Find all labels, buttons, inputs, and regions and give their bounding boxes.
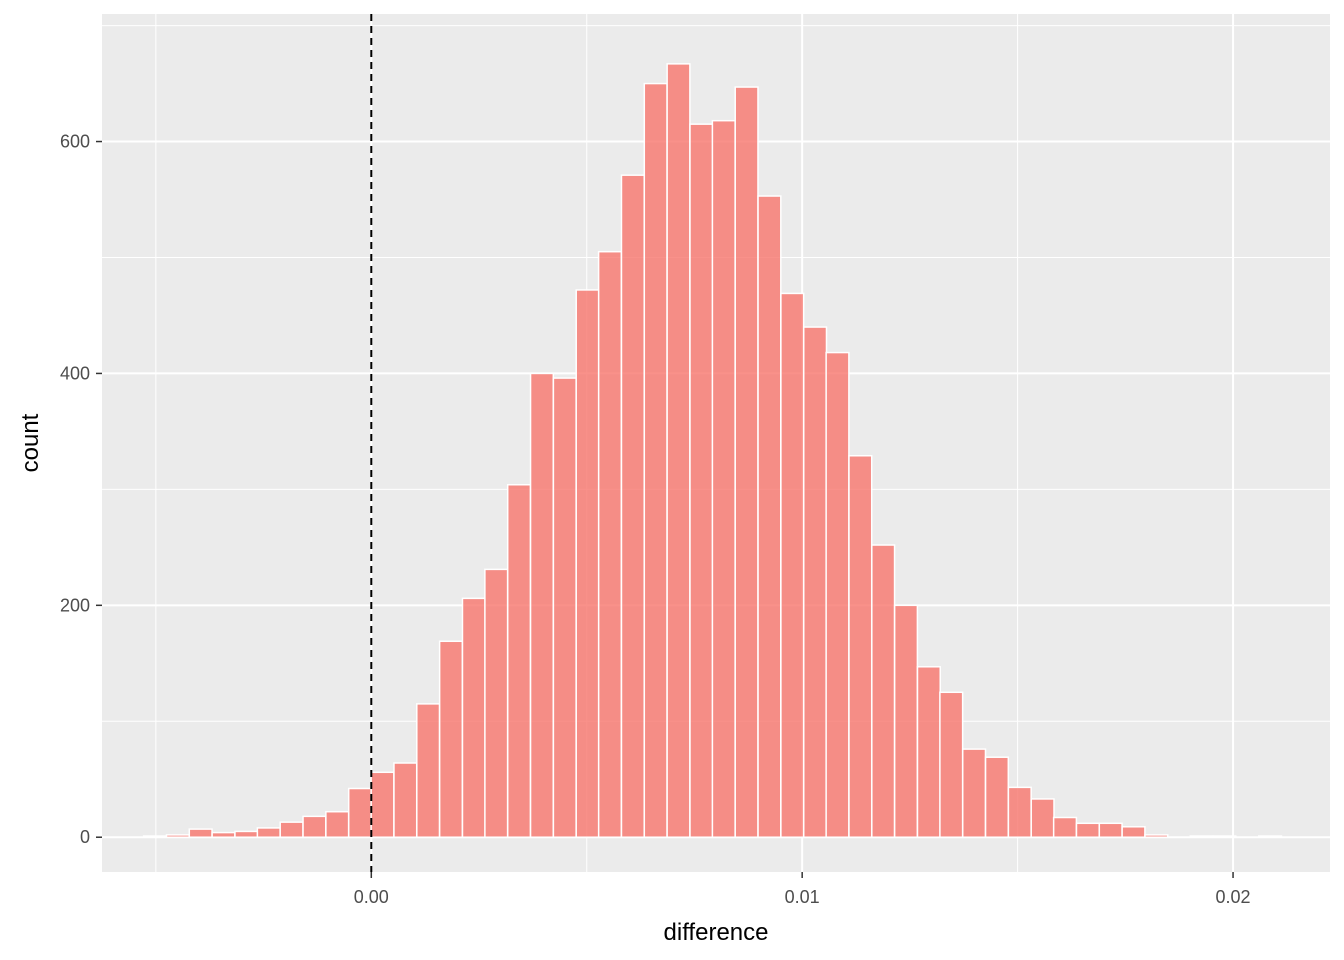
x-axis-title: difference bbox=[664, 919, 769, 946]
histogram-bar bbox=[416, 703, 441, 838]
histogram-bar bbox=[984, 756, 1010, 838]
histogram-bar bbox=[1052, 816, 1078, 838]
histogram-bar bbox=[1030, 798, 1055, 838]
histogram-bar bbox=[871, 544, 896, 838]
histogram-bar bbox=[529, 372, 555, 838]
histogram-bar bbox=[1007, 786, 1032, 838]
histogram-bar bbox=[370, 771, 395, 838]
histogram-bar bbox=[325, 810, 350, 838]
histogram-bar bbox=[939, 691, 964, 838]
histogram-bar bbox=[689, 123, 714, 838]
histogram-bar bbox=[1212, 835, 1237, 838]
y-tick-label: 200 bbox=[60, 595, 90, 615]
x-tick-label: 0.00 bbox=[354, 887, 389, 907]
histogram-bars bbox=[142, 63, 1283, 838]
histogram-bar bbox=[302, 815, 327, 838]
histogram-bar bbox=[484, 568, 509, 838]
histogram-bar bbox=[1144, 834, 1169, 838]
histogram-bar bbox=[506, 483, 532, 838]
histogram-bar bbox=[393, 762, 418, 838]
histogram-bar bbox=[165, 834, 190, 838]
histogram-bar bbox=[780, 292, 805, 838]
histogram-bar bbox=[757, 195, 782, 838]
histogram-bar bbox=[711, 119, 736, 838]
histogram-bar bbox=[802, 326, 828, 838]
histogram-bar bbox=[961, 748, 987, 838]
histogram-bar bbox=[597, 250, 623, 838]
histogram-bar bbox=[552, 377, 577, 838]
histogram-bar bbox=[734, 86, 759, 838]
y-axis-ticks: 0 200 400 600 bbox=[60, 132, 102, 847]
histogram-bar bbox=[234, 830, 259, 838]
x-tick-label: 0.02 bbox=[1216, 887, 1251, 907]
histogram-bar bbox=[620, 174, 645, 838]
y-tick-label: 400 bbox=[60, 363, 90, 383]
histogram-bar bbox=[643, 82, 668, 838]
histogram-bar bbox=[1098, 822, 1123, 838]
histogram-bar bbox=[1189, 835, 1214, 838]
y-axis-title: count bbox=[17, 413, 44, 472]
histogram-bar bbox=[666, 63, 691, 838]
histogram-bar bbox=[211, 831, 236, 838]
histogram-bar bbox=[893, 604, 919, 838]
histogram-bar bbox=[461, 597, 486, 838]
histogram-bar bbox=[279, 821, 304, 838]
histogram-bar bbox=[916, 666, 941, 838]
histogram-bar bbox=[848, 455, 873, 838]
x-axis-ticks: 0.00 0.01 0.02 bbox=[354, 872, 1251, 907]
histogram-bar bbox=[438, 640, 464, 838]
y-tick-label: 600 bbox=[60, 132, 90, 152]
histogram-bar bbox=[347, 787, 373, 838]
histogram-bar bbox=[256, 827, 281, 838]
histogram-bar bbox=[825, 351, 850, 838]
histogram-bar bbox=[575, 289, 600, 838]
histogram-bar bbox=[188, 828, 213, 838]
histogram-bar bbox=[1121, 826, 1146, 838]
histogram-bar bbox=[142, 835, 168, 838]
y-tick-label: 0 bbox=[80, 827, 90, 847]
histogram-bar bbox=[1257, 835, 1283, 838]
histogram-bar bbox=[1075, 822, 1100, 838]
x-tick-label: 0.01 bbox=[785, 887, 820, 907]
